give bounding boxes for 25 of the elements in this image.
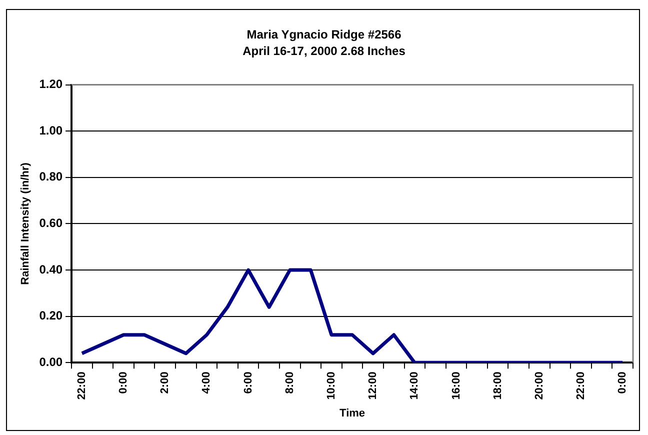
x-tick-label: 14:00 bbox=[408, 372, 421, 400]
x-axis-title: Time bbox=[340, 407, 366, 420]
y-axis-title: Rainfall Intensity (in/hr) bbox=[20, 162, 32, 285]
x-tick-label: 16:00 bbox=[450, 372, 462, 400]
y-tick-label: 0.80 bbox=[39, 170, 63, 184]
x-tick-label: 22:00 bbox=[575, 372, 588, 400]
x-tick-label: 2:00 bbox=[159, 372, 172, 394]
y-tick-label: 1.20 bbox=[39, 77, 63, 92]
x-tick-label: 18:00 bbox=[492, 372, 504, 400]
y-tick-label: 0.40 bbox=[39, 262, 63, 276]
y-tick-label: 0.20 bbox=[39, 308, 63, 323]
x-tick-label: 8:00 bbox=[284, 372, 296, 394]
chart-subtitle: April 16-17, 2000 2.68 Inches bbox=[242, 44, 406, 58]
y-tick-label: 0.00 bbox=[39, 354, 63, 369]
x-tick-label: 0:00 bbox=[616, 372, 629, 394]
x-tick-label: 22:00 bbox=[76, 372, 88, 400]
x-tick-label: 6:00 bbox=[242, 372, 254, 394]
x-tick-label: 4:00 bbox=[200, 372, 213, 394]
y-tick-label: 0.60 bbox=[39, 216, 63, 230]
x-tick-label: 20:00 bbox=[533, 372, 546, 400]
x-tick-label: 0:00 bbox=[118, 372, 130, 394]
x-tick-label: 10:00 bbox=[326, 372, 338, 400]
chart-title: Maria Ygnacio Ridge #2566 bbox=[246, 28, 402, 42]
x-tick-label: 12:00 bbox=[367, 372, 380, 400]
y-tick-label: 1.00 bbox=[39, 123, 63, 138]
